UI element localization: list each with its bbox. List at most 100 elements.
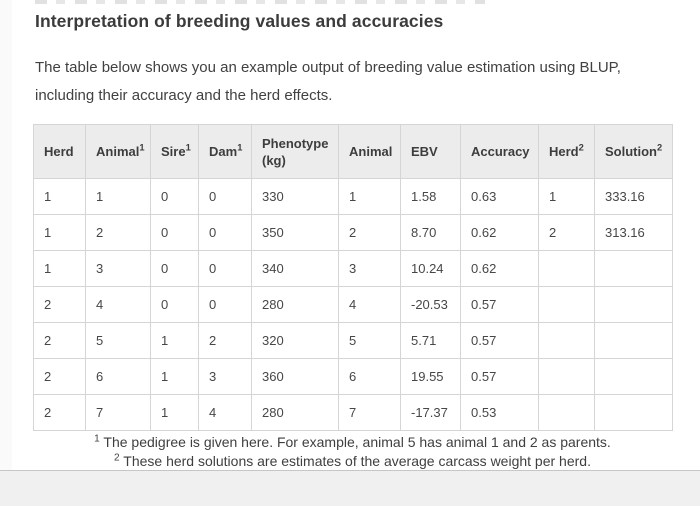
superscript: 1 [185, 142, 191, 153]
table-cell: 3 [198, 358, 252, 395]
superscript: 1 [237, 142, 243, 153]
footnote-2: 2 These herd solutions are estimates of … [33, 452, 672, 470]
table-cell: 0 [150, 286, 199, 323]
table-cell: 1 [33, 250, 86, 287]
table-cell: 1 [150, 358, 199, 395]
table-cell: 313.16 [594, 214, 673, 251]
left-margin-strip [0, 0, 12, 470]
page-title: Interpretation of breeding values and ac… [35, 11, 444, 31]
table-cell [594, 286, 673, 323]
table-cell: 3 [85, 250, 151, 287]
table-cell: 280 [251, 394, 339, 431]
table-cell: 4 [338, 286, 401, 323]
table-cell: 5 [85, 322, 151, 359]
table-cell: 350 [251, 214, 339, 251]
table-cell: 2 [33, 394, 86, 431]
table-cell: 2 [85, 214, 151, 251]
table-cell: 2 [538, 214, 595, 251]
table-cell: 4 [198, 394, 252, 431]
table-cell [594, 394, 673, 431]
table-cell: 3 [338, 250, 401, 287]
table-cell [594, 250, 673, 287]
table-cell: 2 [33, 286, 86, 323]
table-cell: 0 [150, 178, 199, 215]
table-cell: 0.57 [460, 358, 539, 395]
table-cell: 1 [33, 214, 86, 251]
table-cell [594, 322, 673, 359]
superscript: 1 [139, 142, 145, 153]
table-cell: 2 [198, 322, 252, 359]
column-header: Accuracy [460, 124, 539, 179]
table-row: 1 2 0 0 350 2 8.70 0.62 2 313.16 [33, 214, 673, 251]
column-header: Solution2 [594, 124, 673, 179]
table-cell: 5 [338, 322, 401, 359]
table-cell: 5.71 [400, 322, 461, 359]
column-header: Herd2 [538, 124, 595, 179]
table-cell: 0.62 [460, 250, 539, 287]
table-cell: 1 [85, 178, 151, 215]
table-cell: 333.16 [594, 178, 673, 215]
table-row: 1 3 0 0 340 3 10.24 0.62 [33, 250, 673, 287]
table-cell: 10.24 [400, 250, 461, 287]
superscript: 2 [578, 142, 584, 153]
table-cell: 320 [251, 322, 339, 359]
intro-paragraph: The table below shows you an example out… [35, 59, 621, 104]
table-cell [594, 358, 673, 395]
column-header: Phenotype (kg) [251, 124, 339, 179]
table-cell: -17.37 [400, 394, 461, 431]
table-cell: -20.53 [400, 286, 461, 323]
table-cell: 0 [198, 250, 252, 287]
table-cell: 340 [251, 250, 339, 287]
content-area: Interpretation of breeding values and ac… [0, 0, 673, 470]
table-cell: 4 [85, 286, 151, 323]
table-cell: 330 [251, 178, 339, 215]
table-cell: 19.55 [400, 358, 461, 395]
table-cell: 0 [198, 178, 252, 215]
table-cell: 1 [150, 322, 199, 359]
table-cell [538, 394, 595, 431]
breeding-values-table: Herd Animal1 Sire1 Dam1 Phenotype (kg) Animal… [33, 124, 673, 431]
table-cell: 0 [150, 250, 199, 287]
table-cell: 2 [338, 214, 401, 251]
table-cell: 1 [150, 394, 199, 431]
table-cell [538, 286, 595, 323]
table-cell [538, 358, 595, 395]
table-cell [538, 322, 595, 359]
column-header: Sire1 [150, 124, 199, 179]
table-cell: 2 [33, 358, 86, 395]
table-row: 2 5 1 2 320 5 5.71 0.57 [33, 322, 673, 359]
table-cell: 2 [33, 322, 86, 359]
table-cell: 0 [198, 214, 252, 251]
table-header-row: Herd Animal1 Sire1 Dam1 Phenotype (kg) Animal… [33, 124, 673, 179]
superscript: 2 [657, 142, 663, 153]
table-header: Herd Animal1 Sire1 Dam1 Phenotype (kg) Animal… [33, 124, 673, 179]
table-cell: 0.57 [460, 286, 539, 323]
table-body: 1 1 0 0 330 1 1.58 0.63 1 333.16 1 2 0 0 350 2 8.70 0.62 2… [33, 178, 673, 431]
column-header: Animal1 [85, 124, 151, 179]
table-cell: 360 [251, 358, 339, 395]
column-header: EBV [400, 124, 461, 179]
table-cell: 1 [538, 178, 595, 215]
table-cell: 0.62 [460, 214, 539, 251]
footnotes: 1 The pedigree is given here. For exampl… [33, 433, 672, 470]
clipped-text-top [35, 0, 485, 4]
table-cell: 7 [338, 394, 401, 431]
column-header: Dam1 [198, 124, 252, 179]
footer-background [0, 470, 700, 506]
table-row: 2 6 1 3 360 6 19.55 0.57 [33, 358, 673, 395]
table-cell: 1 [33, 178, 86, 215]
table-cell: 6 [85, 358, 151, 395]
footnote-2-marker: 2 [114, 452, 120, 464]
column-header: Animal [338, 124, 401, 179]
table-cell: 1.58 [400, 178, 461, 215]
table-cell: 7 [85, 394, 151, 431]
table-cell: 8.70 [400, 214, 461, 251]
table-cell: 6 [338, 358, 401, 395]
table-row: 1 1 0 0 330 1 1.58 0.63 1 333.16 [33, 178, 673, 215]
table-row: 2 4 0 0 280 4 -20.53 0.57 [33, 286, 673, 323]
table-cell: 0.63 [460, 178, 539, 215]
footnote-1-text: The pedigree is given here. For example,… [103, 434, 611, 450]
table-cell: 1 [338, 178, 401, 215]
table-cell: 0.57 [460, 322, 539, 359]
